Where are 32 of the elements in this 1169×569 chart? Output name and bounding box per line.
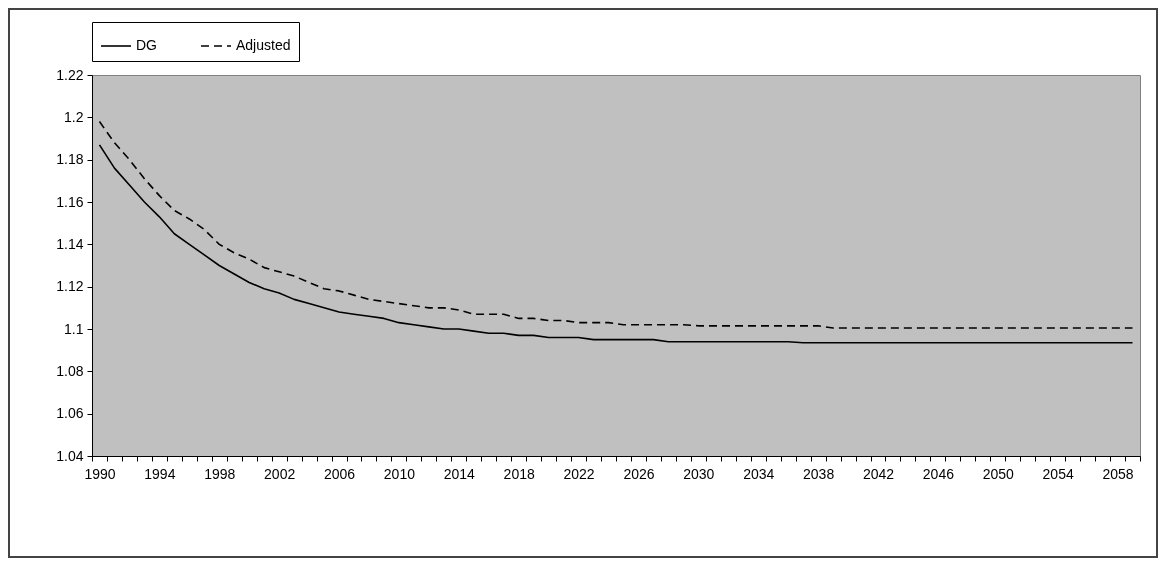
x-tick-label: 1990 bbox=[84, 465, 116, 482]
y-tick-label: 1.12 bbox=[56, 278, 84, 295]
line-series bbox=[98, 144, 1134, 344]
x-tick-label: 2002 bbox=[264, 465, 296, 482]
legend-label: Adjusted bbox=[236, 37, 291, 53]
x-tick-label: 2054 bbox=[1042, 465, 1074, 482]
y-tick-label: 1.08 bbox=[56, 362, 84, 379]
x-tick-label: 2050 bbox=[982, 465, 1015, 482]
x-tick-label: 2018 bbox=[503, 465, 535, 482]
y-tick-label: 1.1 bbox=[64, 320, 84, 337]
x-tick-label: 2010 bbox=[383, 465, 416, 482]
x-tick-label: 2026 bbox=[623, 465, 655, 482]
y-tick-label: 1.14 bbox=[56, 235, 84, 252]
x-tick-label: 2046 bbox=[922, 465, 955, 482]
x-tick-label: 1998 bbox=[204, 465, 236, 482]
y-tick-label: 1.2 bbox=[64, 108, 84, 125]
y-tick-label: 1.18 bbox=[56, 151, 84, 168]
x-tick-label: 2014 bbox=[443, 465, 476, 482]
y-tick-label: 1.16 bbox=[56, 193, 84, 210]
x-tick-label: 2034 bbox=[743, 465, 775, 482]
x-tick-label: 2042 bbox=[862, 465, 895, 482]
y-tick-label: 1.22 bbox=[56, 66, 84, 83]
y-tick-label: 1.04 bbox=[56, 447, 84, 464]
line-series bbox=[98, 120, 1134, 329]
y-tick-label: 1.06 bbox=[56, 405, 84, 422]
x-tick-label: 2030 bbox=[683, 465, 715, 482]
x-tick-label: 2022 bbox=[563, 465, 595, 482]
legend-label: DG bbox=[136, 37, 157, 53]
x-tick-label: 2038 bbox=[803, 465, 835, 482]
x-tick-label: 2006 bbox=[323, 465, 356, 482]
x-tick-label: 1994 bbox=[144, 465, 176, 482]
x-tick-label: 2058 bbox=[1102, 465, 1134, 482]
